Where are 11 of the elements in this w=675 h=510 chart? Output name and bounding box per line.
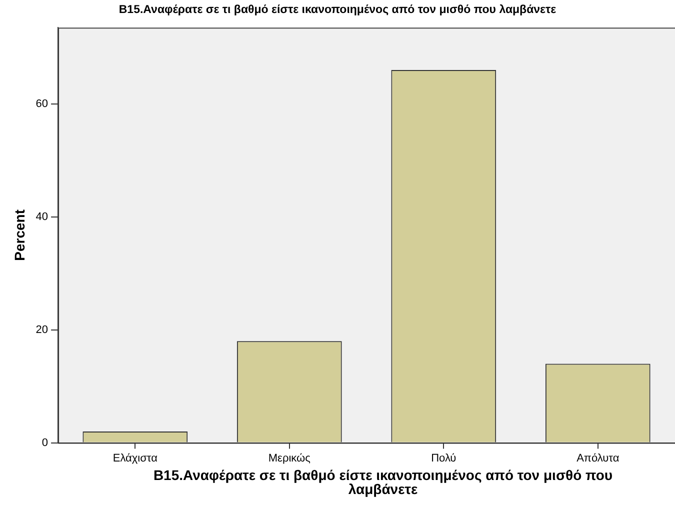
y-tick-label: 20: [36, 324, 48, 336]
x-tick-label: Μερικώς: [268, 452, 310, 464]
y-tick-label: 40: [36, 210, 48, 223]
y-tick-label: 60: [36, 98, 48, 110]
x-tick-label: Πολύ: [431, 452, 456, 464]
y-axis-title: Percent: [11, 209, 28, 261]
x-tick-label: Απόλυτα: [576, 452, 620, 464]
x-axis-title: B15.Αναφέρατε σε τι βαθμό είστε ικανοποιημένος από τον μισθό που λαμβάνετε: [152, 467, 614, 497]
chart-title: B15.Αναφέρατε σε τι βαθμό είστε ικανοποιημένος από τον μισθό που λαμβάνετε: [118, 3, 558, 18]
x-tick-label: Ελάχιστα: [112, 452, 158, 464]
y-tick-label: 0: [42, 436, 48, 449]
